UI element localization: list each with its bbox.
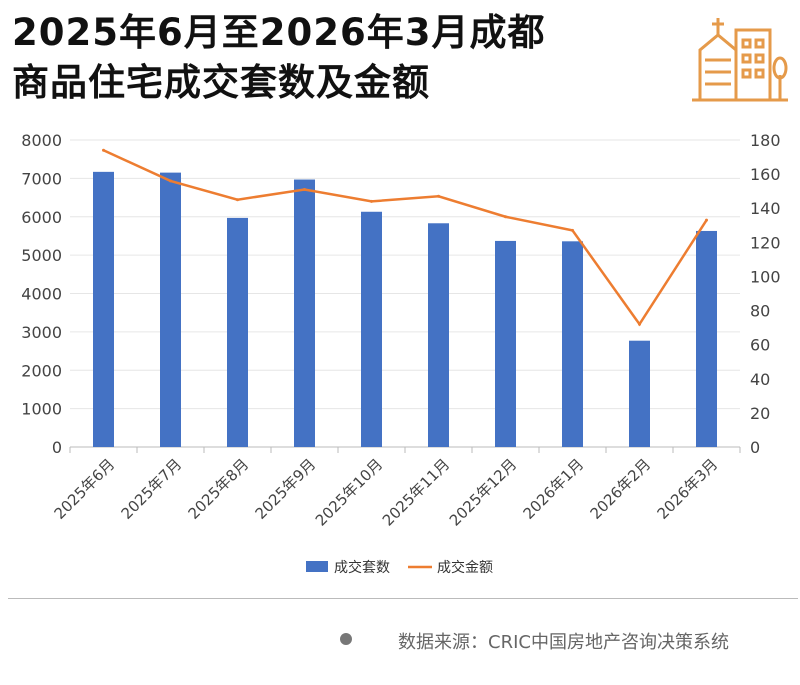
y-right-tick-label: 0 <box>750 438 760 457</box>
x-tick-label: 2026年3月 <box>654 455 722 523</box>
y-right-tick-label: 80 <box>750 302 770 321</box>
y-right-tick-label: 20 <box>750 404 770 423</box>
y-right-tick-label: 60 <box>750 336 770 355</box>
line-series <box>102 149 708 327</box>
x-tick-label: 2025年7月 <box>118 455 186 523</box>
line-point <box>102 148 105 152</box>
y-right-tick-label: 160 <box>750 165 781 184</box>
x-tick-label: 2025年8月 <box>185 455 253 523</box>
bullet-dot <box>340 633 352 645</box>
source-note: 数据来源：CRIC中国房地产咨询决策系统 <box>398 632 729 653</box>
bar <box>227 217 248 447</box>
y-left-tick-label: 6000 <box>21 208 62 227</box>
line-point <box>437 194 440 198</box>
line-point <box>571 228 574 232</box>
x-tick-label: 2025年9月 <box>252 455 320 523</box>
title-line-2: 商品住宅成交套数及金额 <box>12 61 430 104</box>
x-tick-label: 2026年2月 <box>587 455 655 523</box>
bar <box>562 241 583 447</box>
bar <box>495 240 516 447</box>
chart: 0 1000 2000 3000 4000 5000 6000 7000 8000 0 20 40 60… <box>21 131 781 576</box>
divider <box>8 598 798 599</box>
line-point <box>236 198 239 202</box>
bar <box>93 171 114 447</box>
y-left-tick-label: 2000 <box>21 361 62 380</box>
y-right-tick-label: 100 <box>750 267 781 286</box>
line-point <box>370 199 373 203</box>
y-left-tick-label: 1000 <box>21 400 62 419</box>
building-icon <box>692 18 788 102</box>
bar <box>428 223 449 447</box>
bar <box>629 340 650 447</box>
x-tick-label: 2026年1月 <box>520 455 588 523</box>
y-right-tick-label: 140 <box>750 199 781 218</box>
title-line-1: 2025年6月至2026年3月成都 <box>12 11 546 54</box>
legend-swatch-bar <box>306 561 328 572</box>
x-tick-label: 2025年11月 <box>379 455 453 529</box>
x-tick-label: 2025年6月 <box>51 455 119 523</box>
y-right-tick-label: 40 <box>750 370 770 389</box>
bar <box>160 172 181 447</box>
y-left-tick-label: 5000 <box>21 246 62 265</box>
legend-label: 成交套数 <box>334 559 390 576</box>
legend-label: 成交金额 <box>437 559 493 576</box>
y-left-tick-label: 4000 <box>21 285 62 304</box>
y-left-tick-label: 0 <box>52 438 62 457</box>
y-left-tick-label: 7000 <box>21 169 62 188</box>
chart-title: 2025年6月至2026年3月成都 商品住宅成交套数及金额 <box>12 8 545 108</box>
y-left-tick-label: 3000 <box>21 323 62 342</box>
bar <box>361 211 382 447</box>
line-point <box>504 215 507 219</box>
y-right-tick-label: 120 <box>750 233 781 252</box>
bar <box>294 179 315 447</box>
line-point <box>638 322 641 326</box>
y-right-tick-label: 180 <box>750 131 781 150</box>
line-point <box>303 187 306 191</box>
bar <box>696 230 717 447</box>
line-point <box>169 179 172 183</box>
y-left-tick-label: 8000 <box>21 131 62 150</box>
x-tick-label: 2025年10月 <box>312 455 386 529</box>
line-point <box>705 218 708 222</box>
x-tick-label: 2025年12月 <box>446 455 520 529</box>
